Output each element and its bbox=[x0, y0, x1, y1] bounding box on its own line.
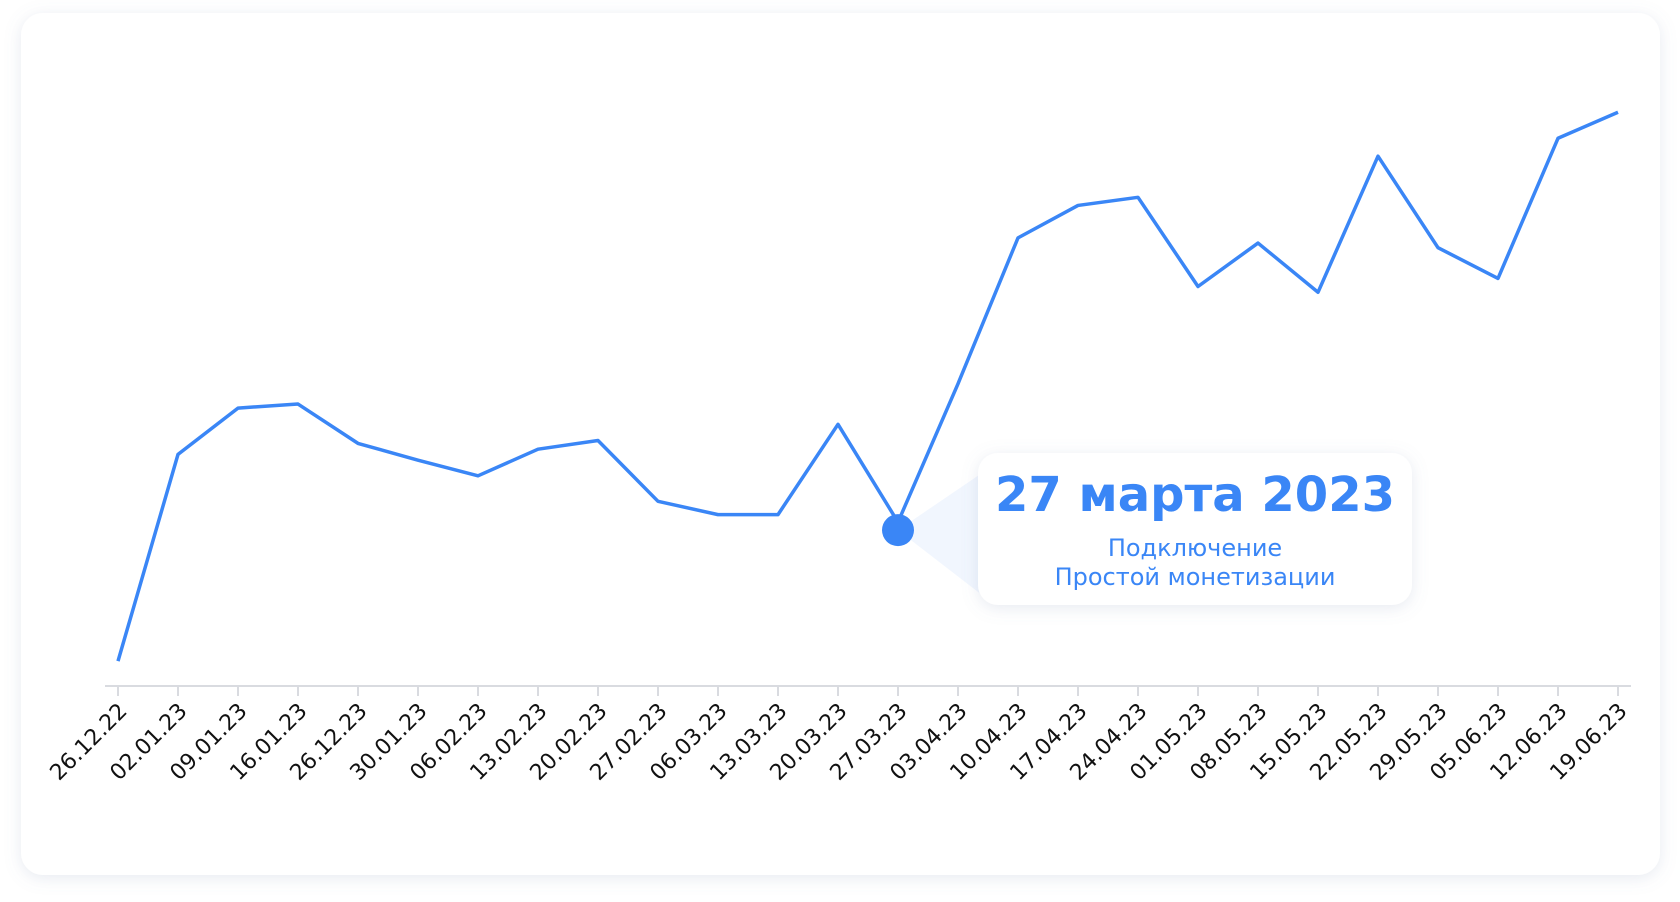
callout-pointer bbox=[898, 473, 982, 595]
callout bbox=[978, 453, 1412, 605]
callout-title: 27 марта 2023 bbox=[995, 467, 1395, 523]
callout-text: Простой монетизации bbox=[1055, 563, 1336, 591]
callout-text: Подключение bbox=[1108, 534, 1282, 562]
highlight-point bbox=[882, 514, 914, 547]
line bbox=[116, 110, 1619, 662]
card bbox=[21, 13, 1660, 875]
